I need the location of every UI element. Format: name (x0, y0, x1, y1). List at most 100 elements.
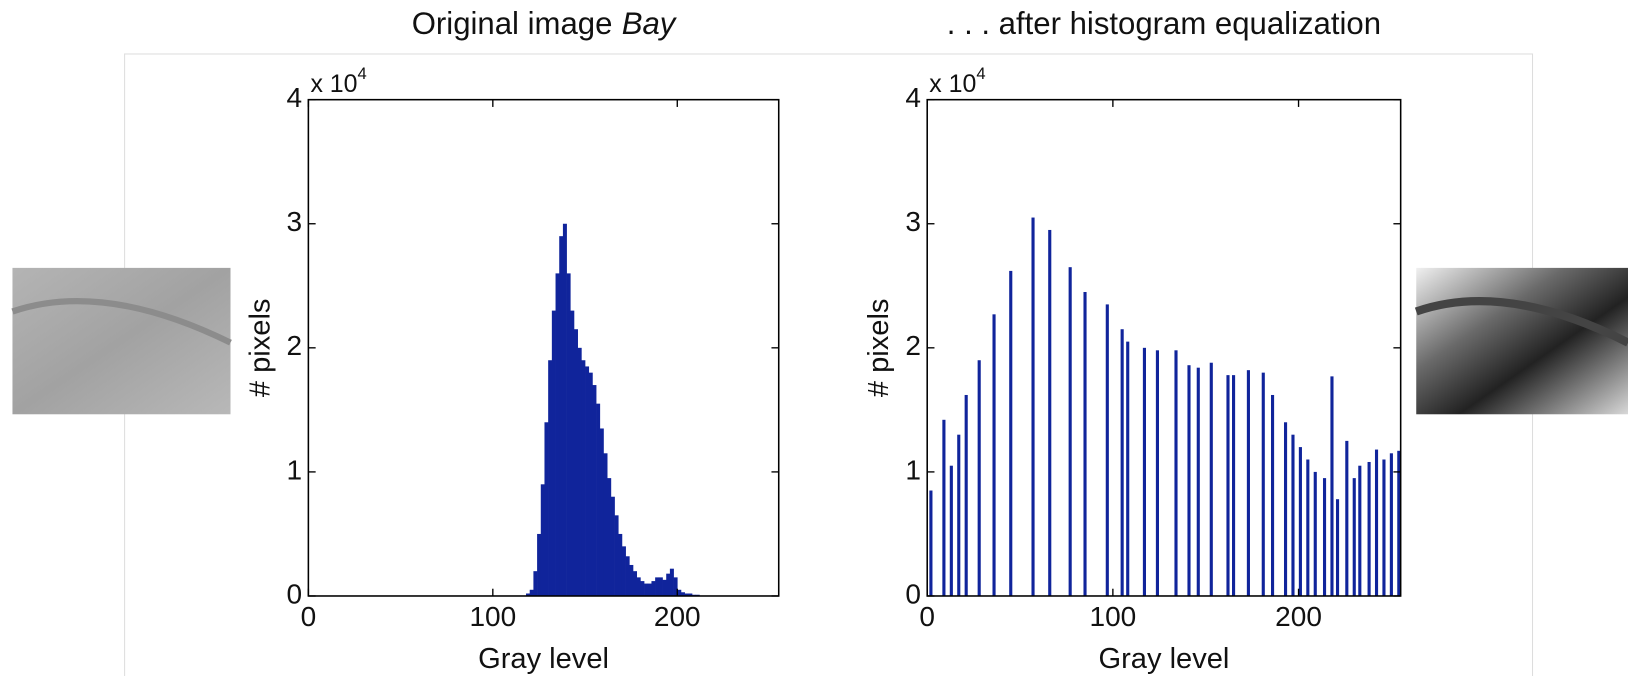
bar (1226, 375, 1230, 596)
y-multiplier: x 104 (310, 64, 366, 98)
histogram-bar (548, 360, 553, 596)
histogram-bar (673, 577, 678, 596)
bar (964, 394, 968, 596)
histogram-bar (647, 583, 652, 596)
bar (1367, 461, 1371, 596)
thumbnail-detail (1414, 296, 1628, 347)
histogram-bar (585, 366, 590, 596)
histogram-bar (581, 360, 586, 596)
histogram-bar (526, 593, 531, 596)
histogram-bar (562, 223, 567, 596)
y-tick-label: 4 (905, 82, 921, 113)
histogram-bar (537, 533, 542, 596)
bar (1306, 459, 1310, 596)
histogram-bar (669, 568, 674, 596)
histogram-bar (555, 273, 560, 596)
histogram-bar (684, 593, 689, 596)
histogram-bar (599, 428, 604, 596)
bar (1196, 367, 1200, 596)
title-emphasis: Bay (622, 6, 678, 41)
histogram-bar (570, 310, 575, 596)
bar (1142, 347, 1146, 596)
bar (1187, 365, 1191, 596)
y-tick-label: 2 (287, 330, 303, 361)
histogram-bar (658, 577, 663, 596)
bar (942, 419, 946, 596)
histogram-bar (633, 571, 638, 596)
histogram-bar (621, 546, 626, 596)
histogram-bar (614, 515, 619, 596)
histogram-bar (625, 556, 630, 596)
bar (1155, 350, 1159, 596)
histogram-bar (662, 579, 667, 596)
x-tick-label: 0 (301, 601, 317, 632)
bar (1083, 291, 1087, 596)
title-text: . . . after histogram equalization (947, 6, 1381, 41)
bar (1374, 449, 1379, 596)
histogram-bar (629, 564, 634, 596)
histogram-bar (559, 236, 564, 596)
histogram-bar (592, 385, 597, 596)
histogram-bar (596, 403, 601, 596)
bar (949, 465, 953, 596)
histogram-bar (610, 496, 615, 596)
histogram-bar (688, 593, 693, 596)
bar (1105, 304, 1109, 596)
bar (1270, 394, 1275, 596)
y-tick-label: 0 (905, 578, 921, 609)
bar (1397, 450, 1401, 596)
y-axis-label: # pixels (244, 299, 276, 398)
histogram-bar (533, 571, 538, 596)
x-axis-label: Gray level (1099, 643, 1230, 675)
thumbnail-detail (11, 298, 232, 346)
y-axis-label: # pixels (863, 299, 895, 398)
y-multiplier-exponent: 4 (976, 64, 985, 83)
histogram-bar (588, 372, 593, 596)
bar (1313, 471, 1317, 596)
bar (1246, 370, 1250, 596)
y-tick-label: 1 (287, 454, 303, 485)
equalized-thumbnail (1416, 267, 1628, 415)
bar (1031, 217, 1035, 596)
y-tick-label: 1 (905, 454, 921, 485)
histogram-bar (618, 533, 623, 596)
histogram-bar (644, 583, 649, 596)
histogram-bar (655, 577, 660, 596)
bar (1389, 453, 1393, 596)
bar (1335, 499, 1340, 596)
bar (1345, 440, 1349, 596)
bar (1382, 459, 1386, 596)
x-axis-label: Gray level (478, 643, 609, 675)
bar (957, 434, 961, 596)
bar (1048, 229, 1052, 596)
bar (1232, 375, 1236, 596)
bar (1330, 376, 1334, 596)
x-tick-label: 0 (919, 601, 935, 632)
histogram-bar (651, 581, 656, 596)
x-tick-label: 200 (654, 601, 701, 632)
histogram-bar (680, 592, 685, 596)
histogram-bar (540, 484, 545, 596)
bar (1009, 270, 1013, 596)
bar (1291, 434, 1295, 596)
original-thumbnail (12, 267, 231, 415)
y-tick-label: 3 (287, 206, 303, 237)
chart-title: Original image Bay (412, 6, 678, 41)
bar (1358, 465, 1362, 596)
histogram-bar (566, 273, 571, 596)
bar (1352, 478, 1356, 596)
histogram-bar (551, 310, 556, 596)
y-multiplier: x 104 (929, 64, 985, 98)
y-tick-label: 3 (905, 206, 921, 237)
y-tick-label: 2 (905, 330, 921, 361)
histogram-bar (636, 577, 641, 596)
chart-title: . . . after histogram equalization (947, 6, 1381, 41)
histogram-bar (573, 329, 578, 596)
bar (1120, 329, 1124, 596)
y-multiplier-base: x 10 (310, 70, 357, 98)
bar (1174, 350, 1178, 596)
histogram-bar (677, 589, 682, 596)
bar (1298, 447, 1302, 596)
